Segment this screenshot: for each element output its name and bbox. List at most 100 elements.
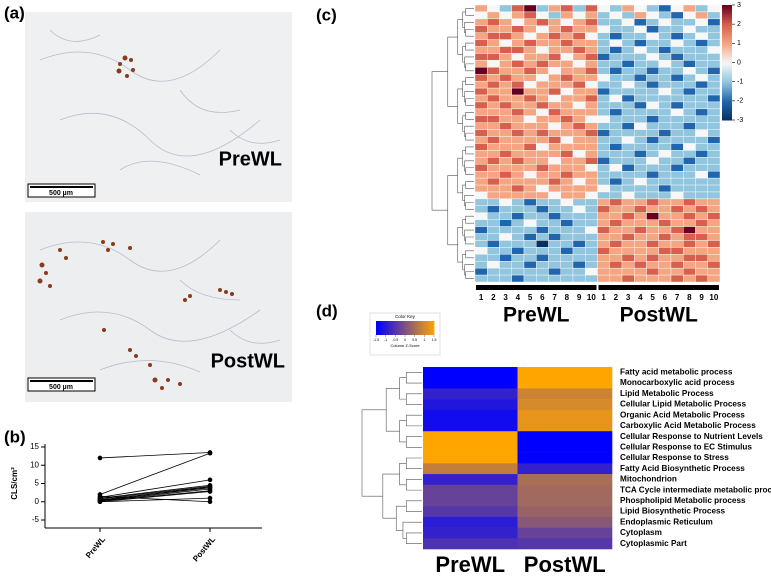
heatmap-cell: [707, 164, 721, 172]
colorbar-step: [722, 16, 732, 19]
heatmap-cell: [658, 11, 672, 20]
colorbar-step: [722, 100, 732, 104]
heatmap-cell: [548, 25, 561, 33]
heatmap-cell: [511, 247, 525, 255]
heatmap-cell: [670, 198, 684, 207]
dendrogram-branch: [462, 46, 466, 63]
dendrogram-branch: [399, 377, 407, 400]
heatmap-cell: [499, 53, 512, 61]
heatmap-cell: [474, 233, 488, 241]
color-key-label: Column Z-Score: [390, 343, 420, 348]
heatmap-cell: [487, 53, 500, 61]
group-label: PreWL: [503, 304, 570, 327]
heatmap-cell: [585, 94, 598, 103]
heatmap-cell: [523, 115, 537, 123]
dendrogram-branch: [405, 414, 422, 427]
heatmap-cell: [634, 212, 647, 220]
heatmap-cell: [560, 53, 574, 61]
pair-line: [99, 484, 211, 499]
dendrogram-branch: [462, 150, 466, 167]
heatmap-cell: [499, 212, 512, 220]
heatmap-cell: [707, 136, 721, 144]
heatmap-cell: [658, 170, 672, 179]
heatmap-cell: [517, 388, 613, 400]
dendrogram-branch: [465, 98, 474, 106]
heatmap-cell: [423, 538, 518, 550]
heatmap-cell: [536, 150, 549, 158]
dendrogram-branch: [457, 227, 463, 263]
colorbar-step: [722, 89, 732, 92]
colorbar-step: [722, 54, 732, 58]
heatmap-cell: [487, 122, 500, 130]
heatmap-cell: [548, 226, 561, 234]
row-label: Carboxylic Acid Metabolic Process: [620, 421, 756, 430]
panel-label: (a): [4, 3, 25, 22]
heatmap-cell: [585, 87, 598, 96]
heatmap-cell: [536, 164, 549, 172]
row-label: Organic Acid Metabolic Process: [620, 410, 745, 419]
heatmap-cell: [609, 136, 623, 144]
color-key-step: [397, 321, 400, 335]
heatmap-cell: [621, 274, 635, 283]
heatmap-cell: [499, 80, 512, 89]
heatmap-cell: [707, 25, 721, 33]
heatmap-cell: [670, 274, 684, 283]
heatmap-cell: [517, 431, 613, 443]
heatmap-cell: [487, 219, 500, 227]
heatmap-cell: [670, 267, 684, 276]
heatmap-cell: [634, 205, 647, 213]
heatmap-cell: [621, 247, 635, 255]
heatmap-cell: [695, 233, 708, 241]
heatmap-cell: [474, 274, 488, 283]
heatmap-cell: [585, 74, 598, 82]
heatmap-cell: [585, 39, 598, 47]
colorbar-tick-label: -3: [737, 117, 743, 124]
heatmap-cell: [683, 18, 696, 26]
heatmap-cell: [517, 420, 613, 432]
colorbar-step: [722, 22, 732, 25]
heatmap-cell: [609, 247, 623, 255]
heatmap-cell: [499, 157, 512, 165]
heatmap-cell: [634, 67, 647, 75]
colorbar-step: [722, 29, 732, 33]
dendrogram-branch: [462, 184, 466, 201]
heatmap-cell: [634, 80, 647, 89]
heatmap-cell: [474, 247, 488, 255]
colorbar-step: [722, 41, 732, 44]
heatmap-cell: [487, 4, 500, 13]
heatmap-cell: [474, 74, 488, 82]
heatmap-cell: [572, 191, 586, 200]
heatmap-cell: [487, 191, 500, 200]
heatmap-cell: [548, 115, 561, 123]
colorbar-step: [722, 93, 732, 96]
heatmap-cell: [670, 101, 684, 110]
heatmap-cell: [585, 115, 598, 123]
heatmap-cell: [499, 184, 512, 193]
heatmap-cell: [646, 233, 659, 241]
heatmap-cell: [695, 87, 708, 96]
heatmap-cell: [474, 60, 488, 68]
heatmap-cell: [683, 198, 696, 207]
heatmap-cell: [474, 4, 488, 13]
heatmap-cell: [707, 74, 721, 82]
heatmap-cell: [621, 150, 635, 158]
heatmap-cell: [423, 484, 518, 496]
column-label: 4: [516, 293, 521, 302]
heatmap-cell: [585, 247, 598, 255]
heatmap-cell: [585, 233, 598, 241]
heatmap-cell: [511, 136, 525, 144]
heatmap-cell: [597, 170, 610, 179]
heatmap-cell: [572, 157, 586, 165]
heatmap-cell: [658, 67, 672, 75]
heatmap-cell: [487, 240, 500, 248]
heatmap-cell: [487, 136, 500, 144]
heatmap-cell: [560, 205, 574, 213]
heatmap-cell: [597, 74, 610, 82]
data-point: [97, 455, 103, 461]
column-label: PreWL: [435, 552, 505, 577]
heatmap-cell: [536, 46, 549, 54]
heatmap-cell: [548, 94, 561, 103]
colorbar-step: [722, 51, 732, 54]
heatmap-cell: [597, 150, 610, 158]
